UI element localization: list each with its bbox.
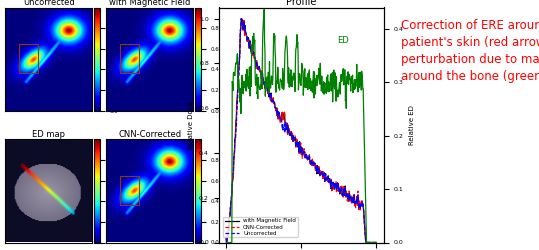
Uncorrected	[373, 241, 379, 244]
with Magnetic Field	[332, 183, 338, 186]
with Magnetic Field	[223, 236, 230, 240]
CNN-Corrected	[373, 241, 379, 244]
Title: with Magnetic Field: with Magnetic Field	[109, 0, 191, 8]
Uncorrected	[333, 182, 339, 185]
CNN-Corrected	[318, 173, 324, 176]
Uncorrected	[283, 128, 289, 131]
with Magnetic Field	[333, 182, 339, 185]
with Magnetic Field	[242, 24, 248, 27]
Text: ED: ED	[337, 36, 349, 45]
Line: with Magnetic Field: with Magnetic Field	[226, 19, 376, 242]
CNN-Corrected	[241, 34, 248, 37]
CNN-Corrected	[333, 186, 339, 189]
Bar	[19, 44, 38, 73]
Y-axis label: Relative Dose: Relative Dose	[188, 101, 194, 149]
ED	[331, 80, 338, 84]
Line: ED: ED	[226, 9, 376, 242]
ED	[373, 241, 379, 244]
CNN-Corrected	[223, 236, 230, 240]
CNN-Corrected	[283, 122, 289, 125]
Bar	[120, 44, 139, 73]
Title: CNN-Corrected: CNN-Corrected	[118, 130, 182, 139]
ED	[333, 80, 339, 84]
Line: CNN-Corrected: CNN-Corrected	[226, 19, 376, 242]
Title: ED map: ED map	[32, 130, 65, 139]
Title: Uncorrected: Uncorrected	[23, 0, 75, 8]
Uncorrected	[332, 184, 338, 186]
with Magnetic Field	[273, 108, 279, 111]
ED	[318, 77, 324, 80]
Legend: with Magnetic Field, CNN-Corrected, Uncorrected: with Magnetic Field, CNN-Corrected, Unco…	[223, 217, 298, 237]
Title: Profile: Profile	[286, 0, 316, 7]
with Magnetic Field	[238, 17, 245, 20]
ED	[283, 36, 289, 39]
with Magnetic Field	[318, 171, 324, 174]
CNN-Corrected	[331, 183, 338, 186]
CNN-Corrected	[363, 241, 369, 244]
Uncorrected	[223, 237, 230, 240]
with Magnetic Field	[283, 128, 289, 131]
Text: Correction of ERE around the
patient's skin (red arrow) and dose
perturbation du: Correction of ERE around the patient's s…	[402, 19, 539, 83]
Uncorrected	[318, 171, 324, 174]
Bar	[120, 176, 139, 205]
Uncorrected	[223, 241, 230, 244]
ED	[223, 241, 230, 244]
Line: Uncorrected: Uncorrected	[226, 19, 376, 242]
Uncorrected	[273, 108, 279, 110]
ED	[261, 8, 267, 11]
with Magnetic Field	[223, 241, 230, 244]
CNN-Corrected	[239, 17, 245, 20]
Uncorrected	[242, 24, 248, 28]
ED	[272, 57, 279, 60]
Uncorrected	[238, 17, 245, 20]
ED	[241, 80, 247, 83]
CNN-Corrected	[272, 106, 279, 109]
with Magnetic Field	[373, 241, 379, 244]
Y-axis label: Relative ED: Relative ED	[409, 105, 415, 145]
